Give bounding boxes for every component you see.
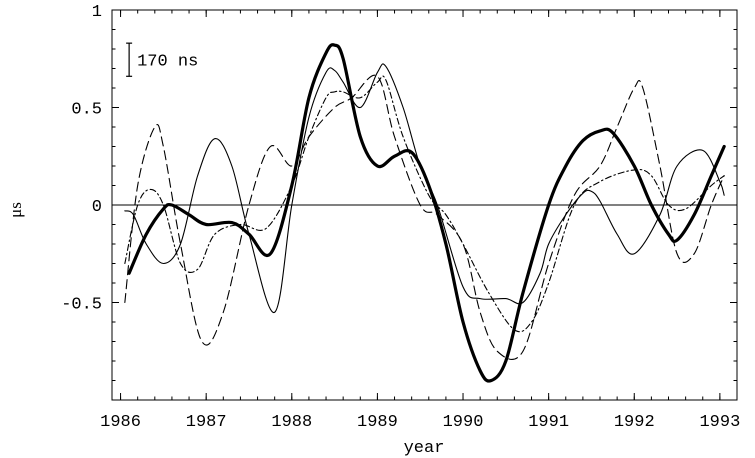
scale-bar-label: 170 ns (137, 53, 198, 72)
x-axis-title: year (404, 439, 445, 458)
y-axis-title: μs (6, 202, 25, 218)
y-tick-label: 0 (92, 198, 102, 217)
series-line-dashdot (124, 75, 725, 333)
x-tick-label: 1987 (186, 413, 227, 432)
y-tick-label: 0.5 (71, 101, 102, 120)
y-tick-label: 1 (92, 3, 102, 22)
y-tick-label: -0.5 (61, 296, 102, 315)
y-axis-ticks: 1 0.5 0 -0.5 (61, 3, 737, 401)
x-tick-label: 1989 (357, 413, 398, 432)
series-line-thin (124, 63, 725, 313)
x-tick-label: 1991 (528, 413, 569, 432)
series-group (124, 43, 726, 383)
x-tick-label: 1990 (443, 413, 484, 432)
x-tick-label: 1986 (100, 413, 141, 432)
series-line-dashed (124, 74, 725, 360)
x-tick-label: 1992 (614, 413, 655, 432)
series-line-thick (127, 43, 726, 383)
x-tick-label: 1993 (699, 413, 740, 432)
x-tick-label: 1988 (271, 413, 312, 432)
scale-bar: 170 ns (126, 42, 198, 77)
x-axis-ticks: 1986 1987 1988 1989 1990 1991 1992 1993 (100, 10, 740, 432)
